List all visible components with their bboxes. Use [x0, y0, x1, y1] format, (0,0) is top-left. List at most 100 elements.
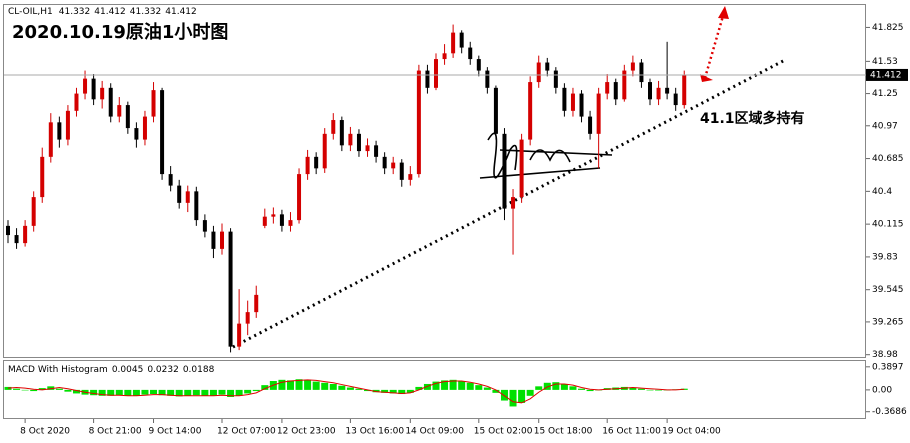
- candle-body: [348, 133, 353, 146]
- histogram-bar: [637, 388, 645, 390]
- candle-body: [331, 120, 336, 134]
- candle-body: [202, 220, 207, 232]
- candle-body: [630, 62, 635, 71]
- candle-body: [579, 93, 584, 117]
- candle-body: [117, 105, 122, 117]
- x-tick-label: 12 Oct 23:00: [277, 427, 336, 437]
- chart-title: 2020.10.19原油1小时图: [12, 21, 228, 43]
- signal-line: [7, 379, 685, 404]
- histogram-bar: [680, 388, 688, 390]
- histogram-bar: [543, 382, 551, 390]
- x-tick-label: 16 Oct 11:00: [602, 427, 661, 437]
- x-tick-label: 12 Oct 07:00: [217, 427, 276, 437]
- histogram-bar: [466, 382, 474, 390]
- candle-body: [588, 116, 593, 134]
- candle-body: [519, 139, 524, 198]
- candle-body: [108, 87, 113, 117]
- histogram-bar: [526, 389, 534, 396]
- x-tick-label: 14 Oct 09:00: [405, 427, 464, 437]
- candle-body: [493, 87, 498, 134]
- candle-body: [339, 120, 344, 146]
- candle-body: [254, 294, 259, 313]
- histogram-bar: [441, 380, 449, 390]
- candle-body: [656, 87, 661, 100]
- candle-body: [228, 231, 233, 347]
- candle-body: [65, 110, 70, 140]
- histogram-bar: [47, 386, 55, 390]
- histogram-bar: [569, 386, 577, 390]
- x-tick-label: 15 Oct 02:00: [474, 427, 533, 437]
- candle-body: [545, 62, 550, 71]
- histogram-bar: [72, 389, 80, 394]
- histogram-bar: [295, 379, 303, 390]
- x-tick-label: 13 Oct 16:00: [345, 427, 404, 437]
- histogram-bar: [535, 386, 543, 390]
- histogram-bar: [21, 389, 29, 391]
- y-tick-label: 39.545: [872, 285, 904, 295]
- histogram-bar: [449, 379, 457, 390]
- candle-body: [382, 156, 387, 169]
- histogram-bar: [432, 381, 440, 390]
- histogram-bar: [578, 388, 586, 390]
- histogram-bar: [107, 389, 115, 396]
- candle-body: [100, 87, 105, 100]
- candle-body: [511, 197, 516, 209]
- histogram-bar: [278, 379, 286, 390]
- histogram-bar: [64, 389, 72, 392]
- candle-body: [365, 145, 370, 152]
- y-tick-label: 41.25: [872, 89, 898, 99]
- histogram-bar: [321, 382, 329, 390]
- candle-body: [673, 93, 678, 106]
- x-tick-label: 15 Oct 18:00: [534, 427, 593, 437]
- y-tick-label: 41.825: [872, 23, 904, 33]
- histogram-bar: [201, 389, 209, 396]
- histogram-bar: [132, 389, 140, 396]
- histogram-bar: [98, 389, 106, 396]
- candle-body: [425, 70, 430, 88]
- candle-body: [356, 133, 361, 152]
- histogram-bar: [304, 379, 312, 390]
- histogram-bar: [338, 385, 346, 390]
- x-tick-label: 8 Oct 2020: [20, 427, 70, 437]
- current-price-label: 41.412: [870, 70, 902, 80]
- histogram-bar: [150, 389, 158, 395]
- candle-body: [134, 128, 139, 140]
- macd-header: MACD With Histogram 0.0045 0.0232 0.0188: [8, 365, 215, 375]
- histogram-bar: [167, 389, 175, 396]
- candle-body: [125, 105, 130, 129]
- candle-body: [476, 59, 481, 71]
- candle-body: [48, 122, 53, 157]
- current-price-box: [866, 68, 908, 81]
- forecast-arrow: [703, 15, 725, 79]
- histogram-bar: [192, 389, 200, 396]
- histogram-bar: [364, 389, 372, 392]
- candle-body: [211, 231, 216, 249]
- y-tick-label: 40.685: [872, 154, 904, 164]
- histogram-bar: [458, 381, 466, 390]
- candle-body: [314, 156, 319, 169]
- y-tick-label: 41.53: [872, 57, 898, 67]
- candle-body: [271, 214, 276, 217]
- histogram-bar: [355, 388, 363, 390]
- candle-body: [665, 87, 670, 94]
- y-tick-label: 38.98: [872, 350, 898, 360]
- trend-line: [232, 58, 786, 349]
- histogram-bar: [415, 386, 423, 390]
- histogram-bar: [312, 381, 320, 390]
- candle-body: [279, 214, 284, 226]
- histogram-bar: [38, 388, 46, 390]
- y-tick-label: 40.4: [872, 187, 892, 197]
- candle-body: [596, 93, 601, 134]
- candle-body: [622, 70, 627, 100]
- candle-body: [31, 197, 36, 226]
- candle-body: [451, 32, 456, 54]
- y-tick-label: 39.265: [872, 317, 904, 327]
- histogram-bar: [235, 389, 243, 396]
- histogram-bar: [560, 383, 568, 390]
- candle-body: [408, 174, 413, 180]
- histogram-bar: [115, 389, 123, 396]
- histogram-bar: [30, 389, 38, 392]
- candle-body: [297, 174, 302, 221]
- histogram-bar: [646, 389, 654, 391]
